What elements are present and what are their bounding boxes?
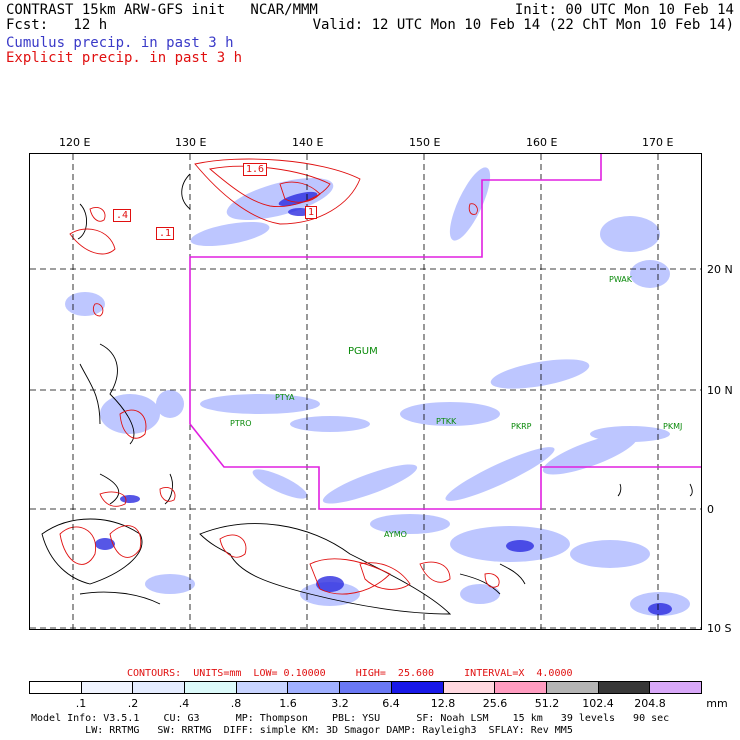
- lat-label-10s: 10 S: [707, 622, 732, 635]
- model-title: CONTRAST 15km ARW-GFS init NCAR/MMM: [6, 2, 318, 18]
- station-label: PTRO: [230, 419, 252, 428]
- lon-label-150: 150 E: [409, 136, 441, 149]
- colorbar-tick-label: 51.2: [534, 697, 560, 710]
- contour-label: .4: [113, 209, 132, 222]
- colorbar-swatch: [443, 682, 496, 693]
- valid-time: Valid: 12 UTC Mon 10 Feb 14 (22 ChT Mon …: [312, 17, 734, 33]
- contour-label: .1: [156, 227, 175, 240]
- colorbar-swatch: [185, 682, 237, 693]
- colorbar-swatch: [546, 682, 599, 693]
- lon-label-120: 120 E: [59, 136, 91, 149]
- station-label: PKMJ: [663, 422, 683, 431]
- colorbar-tick-label: .1: [75, 697, 87, 710]
- lon-label-170: 170 E: [642, 136, 674, 149]
- contour-info: CONTOURS: UNITS=mm LOW= 0.10000 HIGH= 25…: [127, 668, 573, 679]
- map-canvas: [30, 154, 701, 629]
- station-label: PTYA: [275, 393, 295, 402]
- colorbar-tick-label: 6.4: [382, 697, 400, 710]
- lon-label-160: 160 E: [526, 136, 558, 149]
- precip-map: 1.6 .4 .1 1 PWAK PGUM PTYA PTRO PTKK PKR…: [29, 153, 702, 630]
- model-info-line2: LW: RRTMG SW: RRTMG DIFF: simple KM: 3D …: [31, 725, 573, 736]
- station-label: PTKK: [436, 417, 457, 426]
- station-label: PKRP: [511, 422, 532, 431]
- contrast-domain-boundary-south: [189, 423, 701, 510]
- colorbar-tick-label: 102.4: [582, 697, 614, 710]
- cumulus-precip-shading: [65, 167, 690, 616]
- station-label: PWAK: [609, 275, 633, 284]
- contour-label: 1.6: [243, 163, 268, 176]
- model-info-line1: Model Info: V3.5.1 CU: G3 MP: Thompson P…: [31, 713, 670, 724]
- colorbar-swatch: [236, 682, 289, 693]
- lon-label-130: 130 E: [175, 136, 207, 149]
- lon-label-140: 140 E: [292, 136, 324, 149]
- colorbar-swatch: [650, 682, 701, 693]
- colorbar-tick-label: 204.8: [634, 697, 666, 710]
- lat-label-20n: 20 N: [707, 263, 733, 276]
- lat-label-equator: 0: [707, 503, 714, 516]
- contour-label: 1: [305, 206, 318, 219]
- colorbar-tick-label: 25.6: [482, 697, 508, 710]
- colorbar-swatch: [391, 682, 444, 693]
- colorbar-swatch: [598, 682, 651, 693]
- colorbar-tick-label: 12.8: [430, 697, 456, 710]
- colorbar-swatch: [30, 682, 82, 693]
- colorbar-swatch: [288, 682, 341, 693]
- explicit-label: Explicit precip. in past 3 h: [6, 50, 243, 66]
- cumulus-label: Cumulus precip. in past 3 h: [6, 35, 234, 51]
- colorbar-swatch: [340, 682, 392, 693]
- station-label: AYMO: [384, 530, 407, 539]
- precip-colorbar: [29, 681, 702, 694]
- colorbar-tick-label: 1.6: [279, 697, 297, 710]
- colorbar-unit: mm: [706, 697, 728, 710]
- colorbar-swatch: [495, 682, 547, 693]
- colorbar-tick-label: .4: [178, 697, 190, 710]
- colorbar-swatch: [81, 682, 134, 693]
- forecast-hour: Fcst: 12 h: [6, 17, 108, 33]
- contrast-domain-boundary: [189, 154, 602, 424]
- colorbar-swatch: [133, 682, 186, 693]
- colorbar-tick-label: .8: [230, 697, 242, 710]
- colorbar-tick-label: .2: [127, 697, 139, 710]
- lat-label-10n: 10 N: [707, 384, 733, 397]
- coastlines: [41, 173, 693, 615]
- init-time: Init: 00 UTC Mon 10 Feb 14: [514, 2, 734, 18]
- station-label: PGUM: [348, 346, 378, 357]
- colorbar-tick-label: 3.2: [331, 697, 349, 710]
